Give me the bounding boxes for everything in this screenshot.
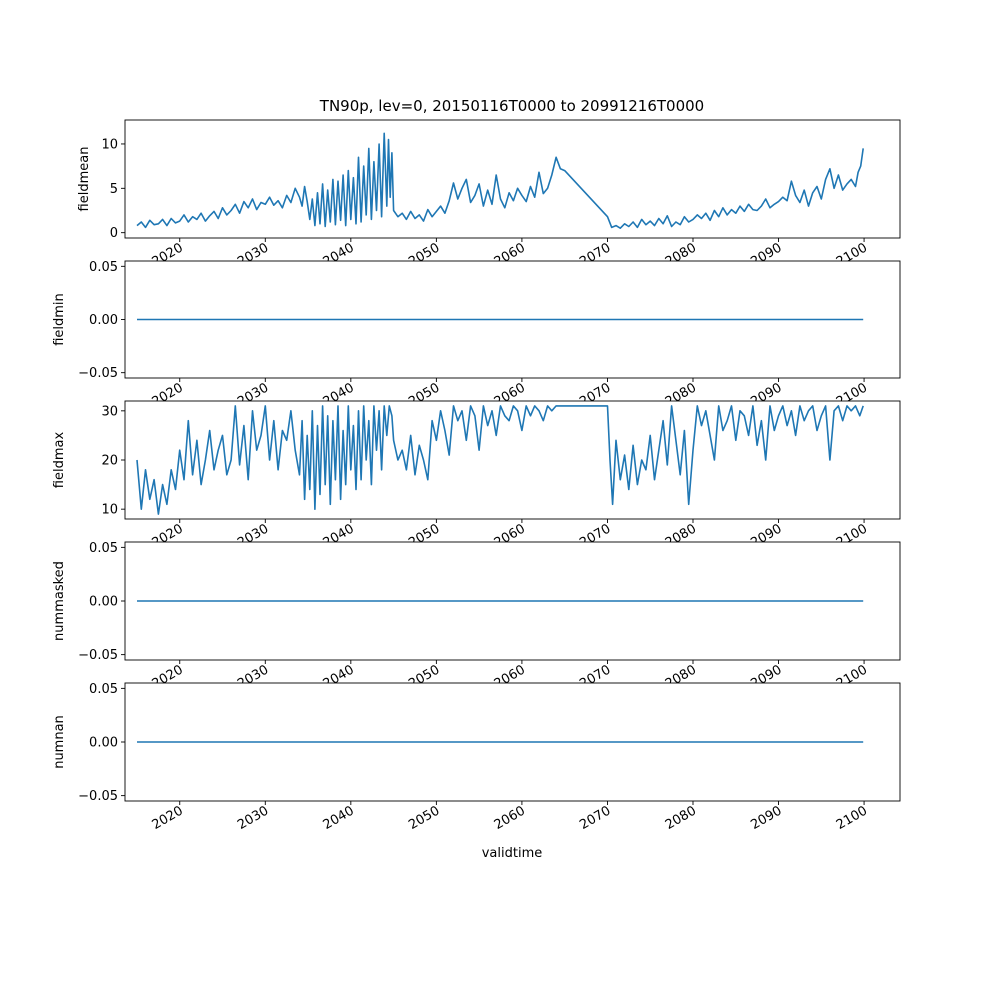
x-tick-label: 2090 xyxy=(748,803,784,833)
x-tick-label: 2030 xyxy=(235,803,271,833)
axes-background xyxy=(125,401,900,519)
x-tick-label: 2100 xyxy=(834,803,870,833)
fieldmean-y-axis-label: fieldmean xyxy=(77,147,92,212)
x-tick-label: 2020 xyxy=(150,803,186,833)
fieldmax-y-tick-label: 20 xyxy=(101,454,118,469)
x-tick-label: 2060 xyxy=(492,803,528,833)
fieldmax-y-tick-label: 30 xyxy=(101,404,118,419)
numnan-y-tick-label: −0.05 xyxy=(78,789,118,804)
nummasked-y-tick-label: 0.00 xyxy=(89,595,118,610)
fieldmax-y-tick-label: 10 xyxy=(101,503,118,518)
fieldmax-series-line xyxy=(136,405,864,515)
x-axis-label: validtime xyxy=(482,846,543,861)
x-tick-label: 2070 xyxy=(577,803,613,833)
nummasked-y-tick-label: −0.05 xyxy=(78,648,118,663)
nummasked-y-axis-label: nummasked xyxy=(52,561,67,641)
nummasked-y-tick-label: 0.05 xyxy=(89,541,118,556)
x-tick-label: 2080 xyxy=(663,803,699,833)
fieldmean-y-tick-label: 5 xyxy=(110,182,118,197)
fieldmax-y-axis-label: fieldmax xyxy=(52,432,67,489)
x-tick-label: 2050 xyxy=(406,803,442,833)
x-tick-label: 2040 xyxy=(321,803,357,833)
chart-title: TN90p, lev=0, 20150116T0000 to 20991216T… xyxy=(319,97,704,115)
numnan-y-tick-label: 0.00 xyxy=(89,736,118,751)
fieldmin-y-tick-label: 0.00 xyxy=(89,313,118,328)
fieldmean-axes-frame xyxy=(124,119,901,239)
fieldmin-y-tick-label: −0.05 xyxy=(78,366,118,381)
numnan-y-tick-label: 0.05 xyxy=(89,682,118,697)
fieldmin-y-axis-label: fieldmin xyxy=(52,293,67,346)
fieldmin-y-tick-label: 0.05 xyxy=(89,260,118,275)
fieldmean-series-line xyxy=(136,132,864,229)
numnan-y-axis-label: numnan xyxy=(52,715,67,769)
fieldmean-y-tick-label: 0 xyxy=(110,226,118,241)
fieldmean-y-tick-label: 10 xyxy=(101,137,118,152)
subplot-numnan: −0.05 0.00 0.05 2020 2030 2040 2050 2060 2070 208… xyxy=(52,682,901,833)
